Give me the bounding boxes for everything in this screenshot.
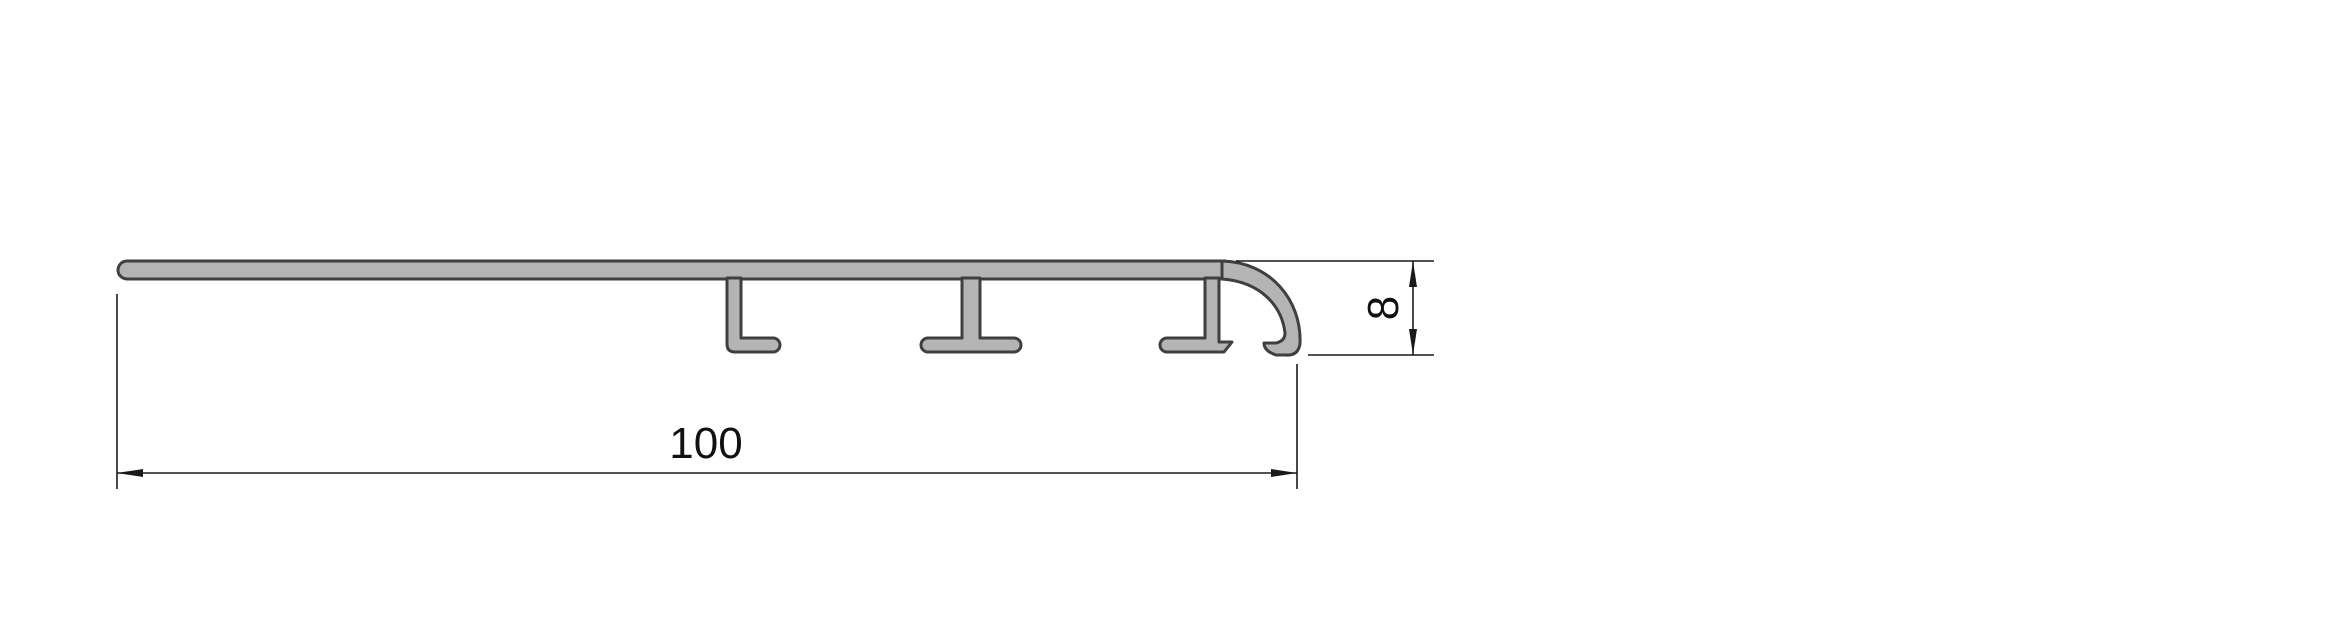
top-plate — [116, 259, 1227, 281]
width-dimension: 100 — [116, 294, 1298, 489]
height-dimension: 8 — [1236, 260, 1434, 356]
profile-cross-section — [116, 259, 1302, 357]
width-dimension-label: 100 — [669, 419, 742, 468]
height-arrow-bottom — [1409, 329, 1417, 355]
width-arrow-left — [117, 469, 143, 477]
rounded-nose — [1220, 259, 1302, 357]
right-leg — [1158, 276, 1234, 354]
left-leg — [725, 276, 782, 354]
middle-t-leg — [919, 276, 1023, 354]
height-arrow-top — [1409, 261, 1417, 287]
height-dimension-label: 8 — [1359, 296, 1408, 320]
width-arrow-right — [1271, 469, 1297, 477]
